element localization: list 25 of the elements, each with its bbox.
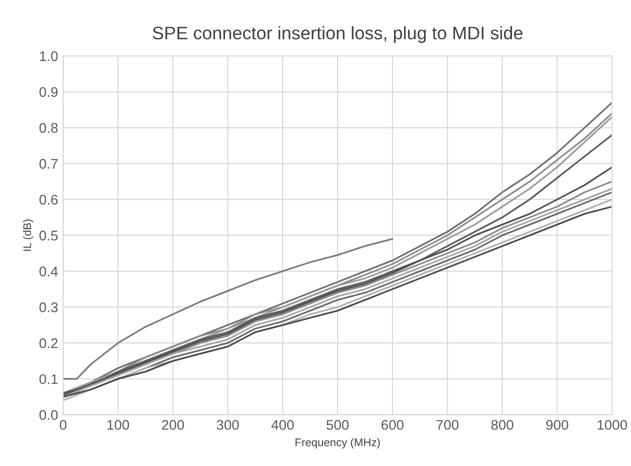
y-tick-label: 0.3 xyxy=(39,302,58,312)
y-tick-label: 0.9 xyxy=(39,87,58,97)
x-tick-label: 200 xyxy=(162,420,184,430)
x-tick-label: 600 xyxy=(382,420,404,430)
x-axis-title: Frequency (MHz) xyxy=(296,438,380,448)
x-tick-label: 900 xyxy=(546,420,568,430)
chart-title: SPE connector insertion loss, plug to MDI side xyxy=(152,26,522,43)
y-tick-label: 0.1 xyxy=(39,374,58,384)
x-tick-label: 0 xyxy=(60,420,66,430)
y-tick-label: 0.4 xyxy=(39,266,58,276)
y-tick-label: 0.6 xyxy=(39,194,58,205)
x-tick-label: 1000 xyxy=(598,420,627,430)
x-tick-label: 800 xyxy=(491,420,514,430)
x-tick-label: 700 xyxy=(436,420,458,430)
x-tick-label: 100 xyxy=(107,420,130,430)
y-tick-label: 0.7 xyxy=(39,158,58,169)
y-tick-label: 1.0 xyxy=(40,51,58,62)
y-tick-label: 0.8 xyxy=(39,123,58,133)
y-tick-label: 0.2 xyxy=(39,338,58,348)
x-tick-label: 400 xyxy=(271,420,294,430)
y-tick-label: 0.0 xyxy=(39,410,58,420)
y-axis-title: IL (dB) xyxy=(23,220,34,251)
x-tick-label: 300 xyxy=(216,420,239,430)
x-tick-label: 500 xyxy=(326,420,349,430)
y-tick-label: 0.5 xyxy=(39,230,58,240)
